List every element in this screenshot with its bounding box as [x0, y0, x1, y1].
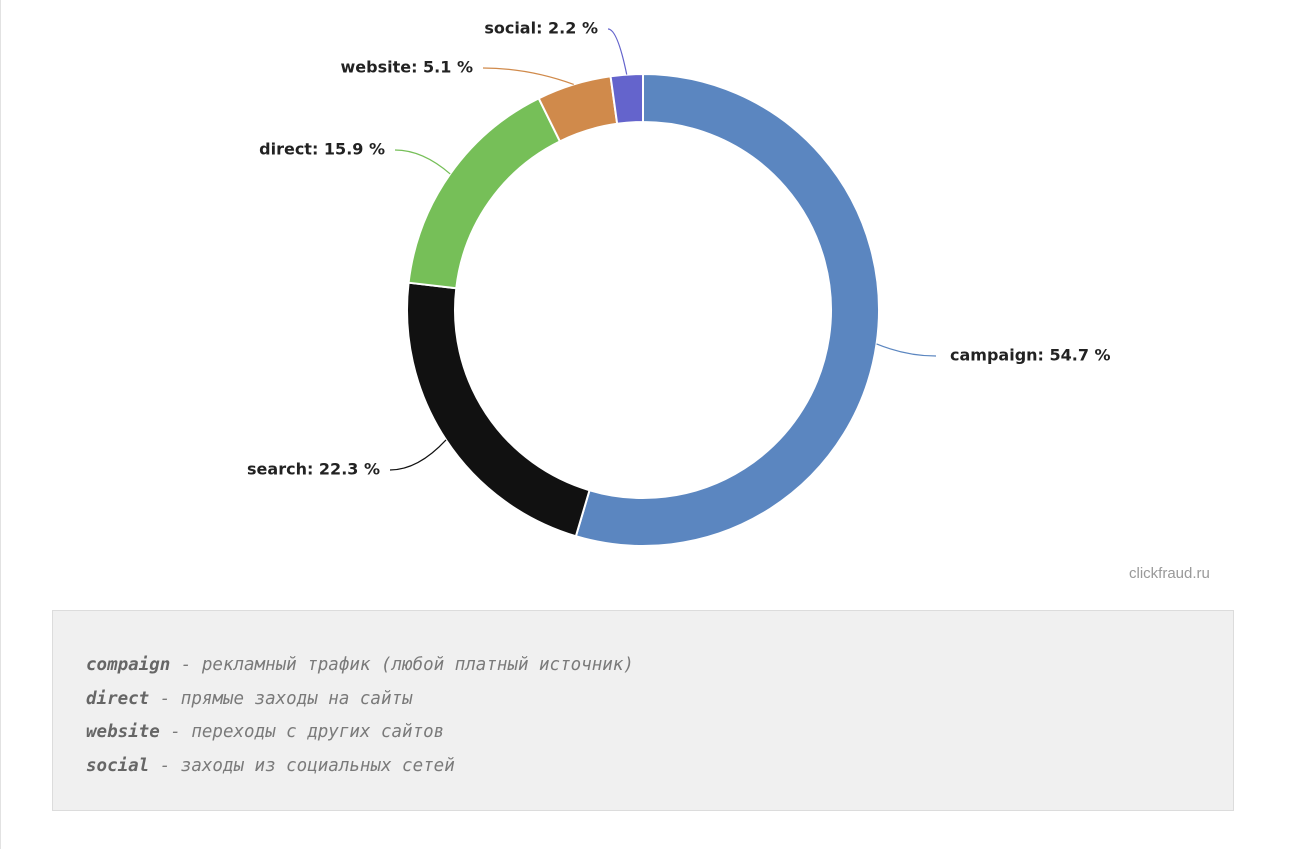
- data-label: campaign: 54.7 %: [950, 346, 1111, 365]
- donut-segment: [574, 72, 880, 547]
- data-label: social: 2.2 %: [484, 19, 598, 38]
- note-term: social: [86, 755, 150, 776]
- data-label: website: 5.1 %: [340, 58, 473, 77]
- note-term: website: [86, 722, 160, 742]
- note-term: direct: [86, 688, 150, 709]
- donut-segment: [406, 281, 591, 538]
- note-description: - рекламный трафик (любой платный источн…: [180, 655, 634, 675]
- note-term: compaign: [86, 655, 171, 675]
- note-line: website - переходы с других сайтов: [86, 716, 1233, 750]
- notes-box: compaign - рекламный трафик (любой платны…: [52, 610, 1234, 811]
- data-label: search: 22.3 %: [247, 460, 380, 479]
- leader-line: [394, 149, 451, 175]
- donut-segment: [407, 96, 562, 290]
- note-line: compaign - рекламный трафик (любой платны…: [86, 649, 1233, 683]
- note-description: - переходы с других сайтов: [170, 722, 445, 742]
- data-label: direct: 15.9 %: [259, 140, 385, 159]
- donut-segment: [609, 72, 644, 125]
- note-description: - заходы из социальных сетей: [159, 755, 455, 776]
- note-line: social - заходы из социальных сетей: [86, 750, 1233, 784]
- leader-line: [607, 28, 628, 75]
- watermark: clickfraud.ru: [1129, 565, 1210, 582]
- note-description: - прямые заходы на сайты: [159, 688, 413, 709]
- chart: campaign: 54.7 % search: 22.3 % direct: 15…: [247, 19, 1111, 547]
- note-line: direct - прямые заходы на сайты: [86, 683, 1233, 717]
- leader-line: [876, 343, 937, 357]
- leader-line: [389, 439, 447, 471]
- leader-line: [482, 67, 574, 85]
